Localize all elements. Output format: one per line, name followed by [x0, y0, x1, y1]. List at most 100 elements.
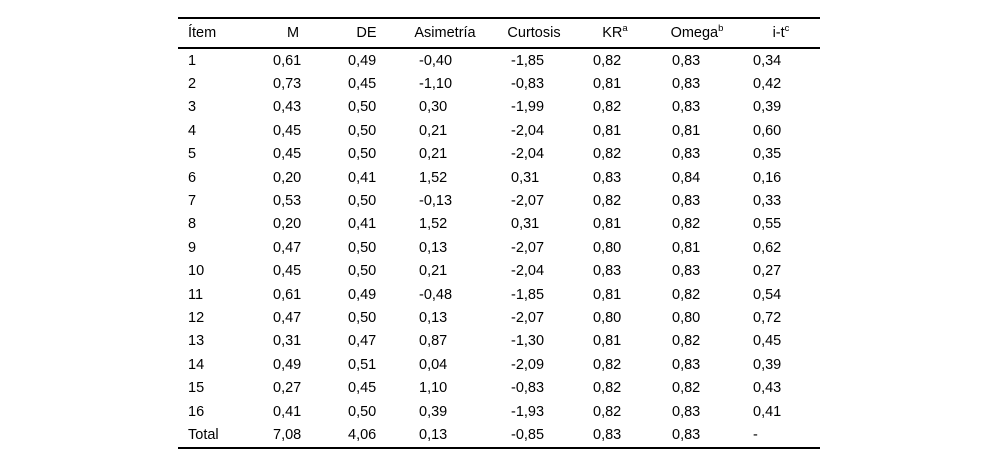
value-cell: -2,09: [511, 356, 545, 373]
header-row: Ítem M DE Asimetría Curtosis KRa Omegab i-tc: [178, 17, 820, 49]
item-label-cell: 1: [188, 52, 197, 69]
value-cell: 0,62: [753, 239, 782, 256]
table-body: 1 0,61 0,49 -0,40 -1,85 0,82 0,83 0,34 2 0,73 0,45…: [178, 48, 820, 449]
value-cell: 0,13: [419, 239, 448, 256]
value-cell: -1,93: [511, 403, 545, 420]
value-cell: -2,04: [511, 263, 545, 280]
value-cell: 0,82: [593, 146, 622, 163]
item-label-cell: 15: [188, 380, 205, 397]
value-cell: 0,83: [672, 99, 701, 116]
value-cell: 0,16: [753, 169, 782, 186]
table-row: 4 0,45 0,50 0,21 -2,04 0,81 0,81 0,60: [178, 119, 820, 142]
column-header-label: Asimetría: [414, 25, 476, 41]
value-cell: 0,49: [348, 286, 377, 303]
value-cell: 1,10: [419, 380, 448, 397]
value-cell: 0,83: [593, 169, 622, 186]
table-row: 13 0,31 0,47 0,87 -1,30 0,81 0,82 0,45: [178, 330, 820, 353]
value-cell: 4,06: [333, 423, 400, 449]
item-label-cell: 13: [188, 333, 205, 350]
value-cell: 0,83: [672, 193, 701, 210]
value-cell: -0,40: [419, 52, 453, 69]
value-cell: 0,27: [753, 263, 782, 280]
value-cell: 0,82: [593, 52, 622, 69]
value-cell: 0,54: [753, 286, 782, 303]
value-cell: 0,53: [273, 193, 302, 210]
value-cell: -0,83: [511, 380, 545, 397]
value-cell: 0,49: [348, 52, 377, 69]
value-cell: 0,50: [348, 263, 377, 280]
value-cell: 0,41: [273, 403, 302, 420]
value-cell: 0,41: [753, 403, 782, 420]
item-label-cell: 2: [188, 76, 197, 93]
value-cell: 0,81: [593, 286, 622, 303]
value-cell: 0,20: [273, 169, 302, 186]
value-cell: -2,07: [511, 239, 545, 256]
value-cell: 0,83: [578, 423, 652, 449]
column-header-label: Curtosis: [507, 25, 561, 41]
item-label-cell: Total: [178, 423, 253, 449]
value-cell: 0,81: [593, 216, 622, 233]
table-row: 8 0,20 0,41 1,52 0,31 0,81 0,82 0,55: [178, 213, 820, 236]
value-cell: 0,45: [348, 76, 377, 93]
value-cell: 0,83: [593, 263, 622, 280]
value-cell: 0,04: [419, 356, 448, 373]
value-cell: 0,31: [273, 333, 302, 350]
column-header--tem: Ítem: [178, 17, 253, 49]
value-cell: -0,85: [490, 423, 578, 449]
value-cell: 0,82: [593, 403, 622, 420]
value-cell: 0,50: [348, 122, 377, 139]
value-cell: -0,83: [511, 76, 545, 93]
column-header-kr: KRa: [578, 17, 652, 49]
value-cell: 0,83: [672, 356, 701, 373]
value-cell: 0,50: [348, 99, 377, 116]
value-cell: 0,45: [273, 146, 302, 163]
value-cell: 0,31: [511, 169, 540, 186]
table-row: 11 0,61 0,49 -0,48 -1,85 0,81 0,82 0,54: [178, 283, 820, 306]
column-header-label: KR: [602, 25, 623, 41]
item-label-cell: 16: [188, 403, 205, 420]
value-cell: -0,48: [419, 286, 453, 303]
value-cell: 0,83: [672, 146, 701, 163]
column-header-label: Omega: [670, 25, 719, 41]
column-header-asimetr-a: Asimetría: [400, 17, 490, 49]
value-cell: 0,80: [593, 239, 622, 256]
value-cell: -1,99: [511, 99, 545, 116]
table-row: 14 0,49 0,51 0,04 -2,09 0,82 0,83 0,39: [178, 353, 820, 376]
value-cell: 0,45: [348, 380, 377, 397]
value-cell: -0,13: [419, 193, 453, 210]
value-cell: 0,83: [652, 423, 742, 449]
value-cell: 0,39: [753, 99, 782, 116]
table-row: 9 0,47 0,50 0,13 -2,07 0,80 0,81 0,62: [178, 236, 820, 259]
item-label-cell: 8: [188, 216, 197, 233]
value-cell: -2,04: [511, 122, 545, 139]
value-cell: 0,47: [348, 333, 377, 350]
value-cell: 0,72: [753, 309, 782, 326]
table-row: 10 0,45 0,50 0,21 -2,04 0,83 0,83 0,27: [178, 260, 820, 283]
value-cell: 0,60: [753, 122, 782, 139]
column-header-label: Ítem: [188, 25, 217, 41]
value-cell: 0,20: [273, 216, 302, 233]
value-cell: 1,52: [419, 169, 448, 186]
value-cell: 0,45: [273, 122, 302, 139]
value-cell: 0,39: [753, 356, 782, 373]
column-header-omega: Omegab: [652, 17, 742, 49]
table-row: 5 0,45 0,50 0,21 -2,04 0,82 0,83 0,35: [178, 143, 820, 166]
item-label-cell: 5: [188, 146, 197, 163]
item-label-cell: 4: [188, 122, 197, 139]
value-cell: 0,49: [273, 356, 302, 373]
value-cell: 0,83: [672, 52, 701, 69]
value-cell: 0,61: [273, 52, 302, 69]
value-cell: -: [742, 423, 820, 449]
value-cell: 0,21: [419, 263, 448, 280]
value-cell: 0,61: [273, 286, 302, 303]
table-row: 6 0,20 0,41 1,52 0,31 0,83 0,84 0,16: [178, 166, 820, 189]
value-cell: 0,81: [593, 76, 622, 93]
value-cell: 0,81: [593, 333, 622, 350]
value-cell: -1,30: [511, 333, 545, 350]
value-cell: 0,21: [419, 146, 448, 163]
value-cell: 0,43: [273, 99, 302, 116]
table-row: 7 0,53 0,50 -0,13 -2,07 0,82 0,83 0,33: [178, 189, 820, 212]
value-cell: 0,50: [348, 239, 377, 256]
value-cell: 1,52: [419, 216, 448, 233]
